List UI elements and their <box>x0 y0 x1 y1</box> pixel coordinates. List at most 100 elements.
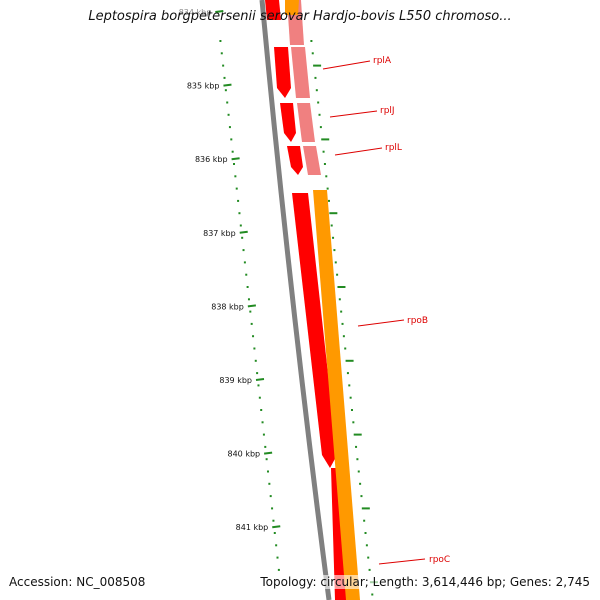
gene-label-rpoC[interactable]: rpoC <box>429 555 450 565</box>
scale-dot <box>264 445 267 448</box>
gene-block-light-4[interactable] <box>303 146 321 175</box>
kbp-ticks: 834 kbp 835 kbp 836 kbp 837 kbp 838 kbp 839 k… <box>179 8 281 532</box>
outer-scale-dot <box>336 273 339 276</box>
label-line-rplL <box>334 147 383 156</box>
gene-arrow-rplJ[interactable] <box>280 103 296 142</box>
outer-scale-dot <box>317 101 320 104</box>
gene-labels: rplA rplJ rplL rpoB rpoC <box>322 56 450 565</box>
outer-scale-dot <box>348 384 351 387</box>
label-line-rpoB <box>357 319 405 327</box>
label-line-rplJ <box>329 110 378 118</box>
scale-dot <box>258 396 261 399</box>
scale-dot <box>231 150 234 153</box>
scale-dot <box>243 261 246 264</box>
scale-dot <box>242 249 245 252</box>
scale-dot <box>277 568 280 571</box>
scale-dot <box>256 372 259 375</box>
scale-dot <box>246 286 249 288</box>
outer-scale-dot <box>346 372 349 375</box>
scale-dot <box>252 335 255 338</box>
gene-label-rplA[interactable]: rplA <box>373 56 392 66</box>
accession-text: Accession: NC_008508 <box>9 575 146 589</box>
scale-dot <box>235 187 238 190</box>
label-line-rpoC <box>378 558 426 565</box>
outer-scale-dot <box>310 40 313 42</box>
outer-scale-dot <box>319 126 322 129</box>
scale-dot <box>249 310 252 313</box>
gene-block-light-2[interactable] <box>291 47 310 98</box>
outer-scale-dot <box>314 76 317 79</box>
gene-block-top[interactable] <box>265 0 281 20</box>
scale-dot <box>245 273 248 276</box>
kbp-tick-label: 840 kbp <box>228 450 261 459</box>
gene-arrow-rpoB[interactable] <box>292 193 337 468</box>
outer-scale-dot <box>349 396 352 399</box>
outer-scale-dot <box>338 298 341 301</box>
gene-label-rplL[interactable]: rplL <box>385 143 402 153</box>
outer-scale-dot <box>311 52 314 55</box>
label-line-rplA <box>322 60 371 70</box>
outer-scale-dot <box>344 347 347 350</box>
scale-dot <box>253 347 256 350</box>
outer-scale-dot <box>355 445 358 448</box>
gene-label-rpoB[interactable]: rpoB <box>407 316 428 326</box>
kbp-tick-label: 837 kbp <box>203 229 236 238</box>
scale-dot <box>260 409 263 411</box>
outer-scale-dot <box>368 568 371 571</box>
outer-scale-dot <box>315 89 318 92</box>
kbp-tick-mark <box>231 157 240 161</box>
kbp-tick-label: 835 kbp <box>187 82 220 91</box>
map-title: Leptospira borgpetersenii serovar Hardjo… <box>88 9 512 24</box>
kbp-tick-mark <box>263 451 273 455</box>
scale-dot <box>269 495 272 498</box>
scale-dot <box>272 519 275 522</box>
gene-arrow-rplA[interactable] <box>274 47 291 98</box>
outer-scale-dot <box>327 199 330 202</box>
scale-dot <box>276 556 279 559</box>
scale-dot <box>239 224 242 227</box>
gene-arrow-rplL[interactable] <box>287 146 303 175</box>
scale-dot <box>223 76 226 79</box>
scale-dot <box>271 507 274 510</box>
scale-dot <box>265 458 268 461</box>
outer-scale-dot <box>333 249 336 252</box>
kbp-tick-mark <box>272 525 281 529</box>
scale-dot <box>237 199 240 202</box>
scale-dot <box>268 482 271 485</box>
scale-dot <box>238 212 241 215</box>
outer-scale-dot <box>323 163 326 165</box>
outer-scale-dot <box>332 236 335 239</box>
outer-scale-dot <box>361 507 370 510</box>
gene-label-rplJ[interactable]: rplJ <box>380 106 395 116</box>
scale-dot <box>261 421 264 424</box>
outer-scale-dot <box>340 310 343 313</box>
genome-summary-text: Topology: circular; Length: 3,614,446 bp… <box>260 575 590 589</box>
kbp-tick-mark <box>239 230 248 234</box>
scale-dot <box>227 113 230 116</box>
scale-dot <box>230 138 233 141</box>
scale-dot <box>241 236 244 239</box>
gene-block-light-3[interactable] <box>297 103 315 142</box>
orange-block-top[interactable] <box>285 0 299 15</box>
light-cds-track[interactable] <box>287 0 321 175</box>
scale-dot <box>219 40 222 42</box>
outer-scale-dot <box>330 224 333 227</box>
kbp-tick-label: 839 kbp <box>219 376 252 385</box>
outer-scale-dot <box>371 593 374 596</box>
scale-dot <box>275 544 278 547</box>
outer-scale-dot <box>353 433 362 436</box>
orange-block-rpoB[interactable] <box>313 190 360 600</box>
scale-dot <box>266 470 269 473</box>
outer-scale-dot <box>334 261 337 264</box>
rna-track[interactable] <box>285 0 360 600</box>
outer-scale-dot <box>337 286 346 288</box>
scale-dot <box>273 532 276 534</box>
kbp-tick-mark <box>247 304 256 308</box>
outer-scale-dot <box>342 335 345 338</box>
outer-scale-dot <box>365 544 368 547</box>
outer-scale-dot <box>360 495 363 498</box>
scale-dot <box>234 175 237 178</box>
genome-backbone <box>259 0 332 600</box>
outer-scale-dot <box>357 470 360 473</box>
